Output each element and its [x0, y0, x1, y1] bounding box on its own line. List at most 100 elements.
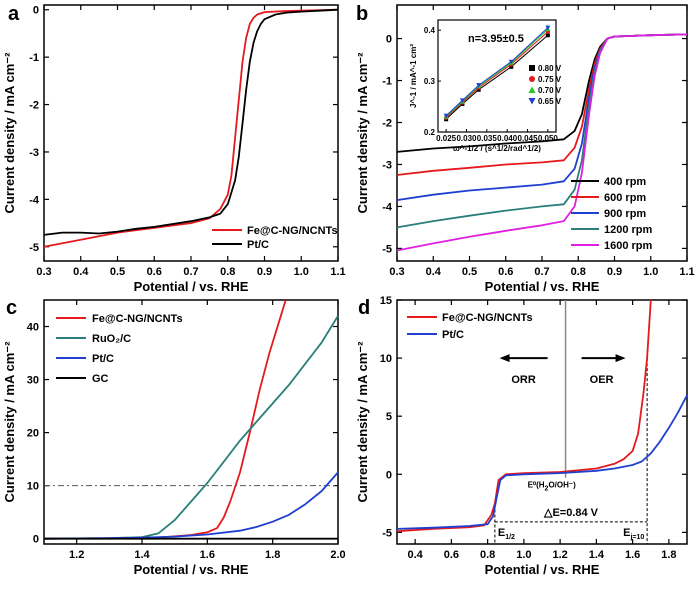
inset-legend-marker: [529, 76, 535, 82]
legend-label: 900 rpm: [604, 208, 646, 220]
inset-x-tick-label: 0.030: [456, 134, 477, 143]
x-tick-label: 0.8: [220, 266, 235, 278]
x-tick-label: 1.4: [589, 549, 605, 561]
y-tick-label: -1: [382, 76, 392, 88]
inset-point: [509, 64, 514, 69]
series-line-4: [396, 33, 688, 252]
inset-legend-label: 0.70 V: [538, 86, 562, 95]
panel-label-b: b: [356, 3, 368, 25]
legend-label: 1600 rpm: [604, 240, 653, 252]
x-tick-label: 1.1: [330, 266, 345, 278]
x-tick-label: 0.7: [183, 266, 198, 278]
y-tick-label: 5: [386, 411, 392, 423]
series-line-1: [43, 315, 339, 540]
panel-label-c: c: [6, 297, 17, 319]
y-axis-label: Current density / mA cm⁻²: [2, 52, 17, 214]
y-tick-label: 0: [33, 534, 39, 546]
panel-label-a: a: [8, 3, 20, 25]
inset-x-tick-label: 0.025: [436, 134, 457, 143]
series-line-0: [43, 8, 339, 248]
y-tick-label: 20: [27, 428, 39, 440]
inset-point: [476, 83, 482, 88]
x-axis-label: Potential / vs. RHE: [134, 562, 249, 577]
inset-legend-label: 0.80 V: [538, 64, 562, 73]
inset-point: [545, 33, 550, 38]
x-axis-label: Potential / vs. RHE: [485, 562, 600, 577]
y-tick-label: -3: [29, 147, 39, 159]
x-tick-label: 1.6: [200, 549, 215, 561]
inset-y-tick-label: 0.3: [424, 77, 436, 86]
y-axis-label: Current density / mA cm⁻²: [355, 341, 370, 503]
inset-point: [459, 98, 465, 103]
series-line-0: [43, 299, 287, 540]
inset-legend-marker: [528, 86, 536, 93]
y-tick-label: 0: [386, 469, 392, 481]
orr-label: ORR: [511, 374, 536, 386]
legend-label: 400 rpm: [604, 176, 646, 188]
inset-y-tick-label: 0.2: [424, 128, 436, 137]
x-tick-label: 0.5: [462, 266, 477, 278]
panel-b: 0.3 0.4 0.5 0.6 0.7 0.8 0.9 1.0 1.1 0 -1 -2 -3 -4 -5 Po…: [355, 3, 695, 294]
x-tick-label: 0.3: [36, 266, 51, 278]
legend-label: Fe@C-NG/NCNTs: [92, 313, 183, 325]
inset-point: [508, 59, 514, 65]
y-axis-label: Current density / mA cm⁻²: [2, 341, 17, 503]
x-tick-label: 0.7: [534, 266, 549, 278]
y-tick-label: 30: [27, 375, 39, 387]
y-tick-label: -2: [29, 100, 39, 112]
legend-label: Pt/C: [247, 239, 269, 251]
x-tick-label: 1.0: [294, 266, 309, 278]
y-tick-label: 40: [27, 322, 39, 334]
inset-point: [443, 113, 449, 119]
e-half-label: E1/2: [498, 527, 515, 541]
x-tick-label: 1.4: [134, 549, 150, 561]
y-tick-label: 15: [380, 295, 392, 307]
x-tick-label: 0.8: [480, 549, 495, 561]
inset-point: [545, 25, 551, 31]
inset-x-tick-label: 0.050: [538, 134, 559, 143]
legend-label: RuO₂/C: [92, 333, 131, 345]
legend-label: 1200 rpm: [604, 224, 653, 236]
y-tick-label: -5: [29, 242, 39, 254]
x-tick-label: 0.4: [426, 266, 442, 278]
series-line-1: [43, 8, 339, 236]
x-tick-label: 0.4: [73, 266, 89, 278]
y-tick-label: -4: [382, 201, 393, 213]
e-j10-label: Ej=10: [623, 527, 644, 541]
y-tick-label: -1: [29, 52, 39, 64]
x-axis-label: Potential / vs. RHE: [485, 279, 600, 294]
inset-legend-label: 0.65 V: [538, 97, 562, 106]
x-tick-label: 1.8: [661, 549, 676, 561]
inset-x-label: ω^-1/2 / (s^1/2/rad^1/2): [453, 144, 541, 153]
y-tick-label: 0: [33, 5, 39, 17]
legend-label: 600 rpm: [604, 192, 646, 204]
x-tick-label: 1.0: [516, 549, 531, 561]
y-tick-label: 0: [386, 34, 392, 46]
x-axis-label: Potential / vs. RHE: [134, 279, 249, 294]
orr-arrow-head: [499, 354, 510, 363]
panel-c-frame: [43, 299, 339, 545]
oer-arrow-head: [615, 354, 626, 363]
y-axis-label: Current density / mA cm⁻²: [355, 52, 370, 214]
x-tick-label: 1.8: [265, 549, 280, 561]
x-tick-label: 0.3: [389, 266, 404, 278]
legend-label: Pt/C: [442, 329, 464, 341]
x-tick-label: 0.9: [257, 266, 272, 278]
inset-legend-marker: [529, 65, 535, 71]
x-tick-label: 0.9: [607, 266, 622, 278]
x-tick-label: 0.6: [444, 549, 459, 561]
x-tick-label: 0.8: [571, 266, 586, 278]
y-tick-label: -4: [29, 194, 40, 206]
inset-title: n=3.95±0.5: [468, 33, 524, 45]
x-tick-label: 2.0: [330, 549, 345, 561]
x-tick-label: 1.0: [643, 266, 658, 278]
x-tick-label: 0.6: [147, 266, 162, 278]
y-tick-label: 10: [380, 353, 392, 365]
inset-x-tick-label: 0.040: [497, 134, 518, 143]
y-tick-label: -5: [382, 527, 392, 539]
x-tick-label: 1.1: [679, 266, 694, 278]
panel-label-d: d: [358, 297, 370, 319]
legend-label: Pt/C: [92, 353, 114, 365]
legend-label: Fe@C-NG/NCNTs: [442, 312, 533, 324]
